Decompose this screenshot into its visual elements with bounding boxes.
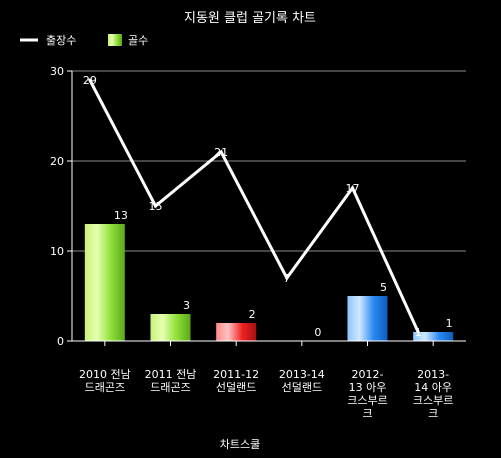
bar-value-label: 5 [380,281,387,294]
x-tick-label: 2012- [352,368,384,381]
bar [84,224,125,341]
x-tick-label: 크 [428,407,438,420]
x-tick-label: 13 아우 [349,381,387,394]
x-tick-label: 크스부르 [347,394,387,407]
line-point [285,276,289,280]
bar-data-labels: 13 3 2 0 5 1 [114,209,453,339]
legend: 출장수 골수 [20,34,148,47]
x-tick-label: 2010 전남 [79,368,131,381]
line-point [351,186,354,190]
x-tick-label: 크 [362,407,372,420]
x-tick-label: 2011-12 [213,368,259,381]
x-tick-label: 2013-14 [279,368,325,381]
bar [216,323,257,341]
y-tick-label: 30 [50,65,64,78]
line-value-label: 15 [149,200,163,213]
bar-value-label: 2 [249,308,256,321]
line-point [219,150,223,154]
x-tick-label: 2013- [417,368,449,381]
bar-value-label: 0 [314,326,321,339]
bar-value-label: 13 [114,209,128,222]
y-tick-label: 20 [50,155,64,168]
x-tick-label: 드래곤즈 [85,381,125,394]
line-value-label: 21 [214,146,228,159]
legend-label-line: 출장수 [46,34,76,47]
bar [347,296,388,341]
x-tick-label: 2011 전남 [145,368,197,381]
line-point [416,330,420,334]
chart-title: 지동원 클럽 골기록 차트 [184,11,316,26]
legend-item-bar: 골수 [108,34,148,47]
x-tick-label: 크스부르 [413,394,453,407]
axes [71,71,466,342]
legend-item-line: 출장수 [20,34,76,47]
line-value-label: 7 [283,272,290,285]
bar-value-label: 3 [183,299,190,312]
line-point [154,204,157,208]
bar [413,332,454,341]
y-tick-label: 0 [57,335,64,348]
x-tick-label: 선덜랜드 [216,381,256,394]
legend-bar-swatch [108,34,122,46]
bar-series [84,224,454,341]
x-tick-label: 드래곤즈 [150,381,190,394]
line-data-labels: 29 15 21 7 17 1 [83,74,422,339]
line-value-label: 29 [83,74,97,87]
line-value-label: 17 [346,182,360,195]
bar [150,314,191,341]
bar-value-label: 1 [446,317,453,330]
line-point [88,78,92,82]
y-axis-ticks: 0 10 20 30 [50,65,72,348]
x-tick-label: 선덜랜드 [282,381,322,394]
legend-label-bar: 골수 [128,34,148,47]
x-axis-title: 차트스쿨 [220,438,260,451]
x-tick-label: 14 아우 [414,381,452,394]
line-path [88,79,420,333]
line-series [88,78,420,334]
gridlines [72,70,466,252]
y-tick-label: 10 [50,245,64,258]
line-value-label: 1 [415,326,422,339]
